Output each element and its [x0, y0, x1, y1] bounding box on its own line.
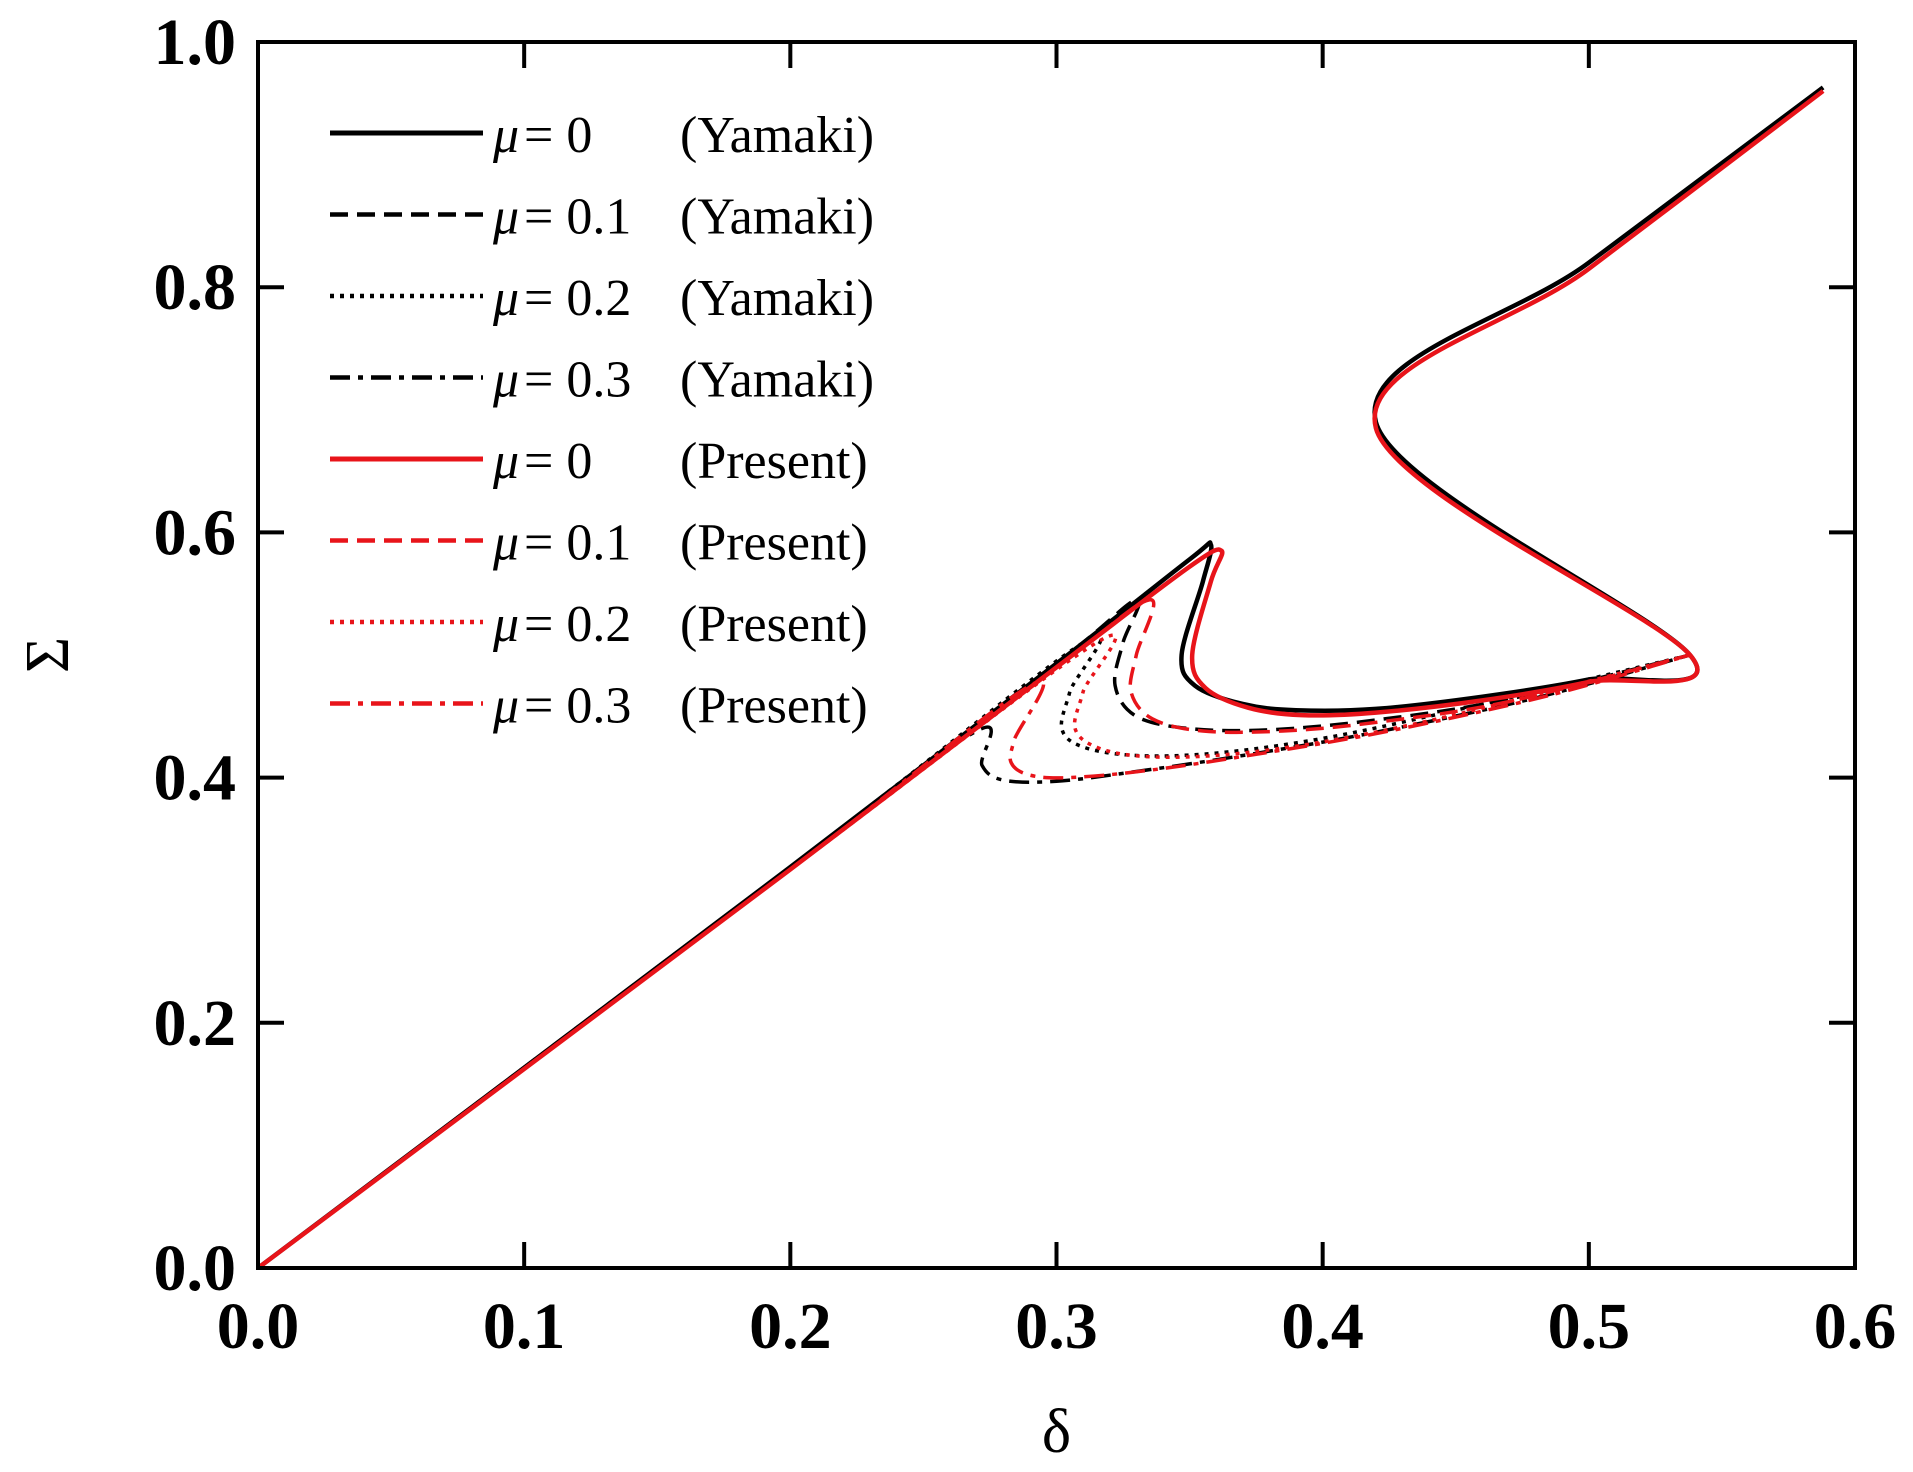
- legend-mu-symbol: μ: [492, 107, 519, 164]
- legend-mu-symbol: μ: [492, 270, 519, 327]
- x-tick-label: 0.4: [1281, 1290, 1364, 1363]
- y-axis-title: Σ: [14, 637, 82, 673]
- legend-item: μ = 0 (Present): [330, 433, 868, 490]
- x-axis-title: δ: [1042, 1398, 1071, 1466]
- y-tick-label: 0.8: [154, 251, 237, 324]
- legend-mu-symbol: μ: [492, 189, 519, 246]
- x-tick-label: 0.0: [217, 1290, 300, 1363]
- x-tick-label: 0.6: [1814, 1290, 1897, 1363]
- legend-mu-symbol: μ: [492, 515, 519, 572]
- legend-mu-value: = 0: [524, 433, 592, 490]
- y-tick-label: 0.6: [154, 496, 237, 569]
- legend-source: (Present): [680, 515, 868, 572]
- series-line-yamaki-mu-0-3: [256, 653, 1691, 1270]
- legend-source: (Present): [680, 678, 868, 735]
- y-tick-label: 0.4: [154, 742, 237, 815]
- x-tick-label: 0.5: [1548, 1290, 1631, 1363]
- tick-labels-layer: 0.0 0.1 0.2 0.3 0.4 0.5 0.6 0.0 0.2 0.4 0.6 0.8 1.0: [154, 6, 1897, 1363]
- series-line-present-mu-0-1: [256, 598, 1691, 1270]
- legend-mu-value: = 0.3: [524, 678, 631, 735]
- legend-mu-symbol: μ: [492, 352, 519, 409]
- legend-item: μ = 0.2 (Present): [330, 596, 868, 653]
- legend-source: (Yamaki): [680, 270, 874, 327]
- legend-mu-symbol: μ: [492, 433, 519, 490]
- legend-source: (Present): [680, 596, 868, 653]
- legend-item: μ = 0.3 (Yamaki): [330, 352, 874, 409]
- legend-mu-value: = 0.1: [524, 189, 631, 246]
- legend-item: μ = 0.3 (Present): [330, 678, 868, 735]
- series-line-present-mu-0: [256, 89, 1825, 1270]
- x-tick-label: 0.3: [1015, 1290, 1098, 1363]
- legend-source: (Yamaki): [680, 107, 874, 164]
- y-tick-label: 0.2: [154, 987, 237, 1060]
- series-line-present-mu-0-2: [256, 633, 1691, 1270]
- series-line-present-mu-0-3: [256, 653, 1691, 1270]
- legend: μ = 0 (Yamaki)μ = 0.1 (Yamaki)μ = 0.2 (Yamaki)…: [330, 107, 874, 735]
- legend-item: μ = 0.1 (Yamaki): [330, 189, 874, 246]
- legend-source: (Yamaki): [680, 352, 874, 409]
- legend-source: (Present): [680, 433, 868, 490]
- legend-mu-value: = 0.1: [524, 515, 631, 572]
- legend-mu-value: = 0.3: [524, 352, 631, 409]
- legend-item: μ = 0 (Yamaki): [330, 107, 874, 164]
- series-layer: [256, 85, 1825, 1270]
- legend-mu-symbol: μ: [492, 596, 519, 653]
- legend-mu-value: = 0.2: [524, 596, 631, 653]
- y-tick-label: 0.0: [154, 1232, 237, 1305]
- legend-mu-value: = 0.2: [524, 270, 631, 327]
- legend-item: μ = 0.2 (Yamaki): [330, 270, 874, 327]
- legend-mu-value: = 0: [524, 107, 592, 164]
- x-tick-label: 0.1: [483, 1290, 566, 1363]
- legend-mu-symbol: μ: [492, 678, 519, 735]
- ticks-layer: [256, 40, 1857, 1270]
- x-tick-label: 0.2: [749, 1290, 832, 1363]
- legend-item: μ = 0.1 (Present): [330, 515, 868, 572]
- y-tick-label: 1.0: [154, 6, 237, 79]
- legend-source: (Yamaki): [680, 189, 874, 246]
